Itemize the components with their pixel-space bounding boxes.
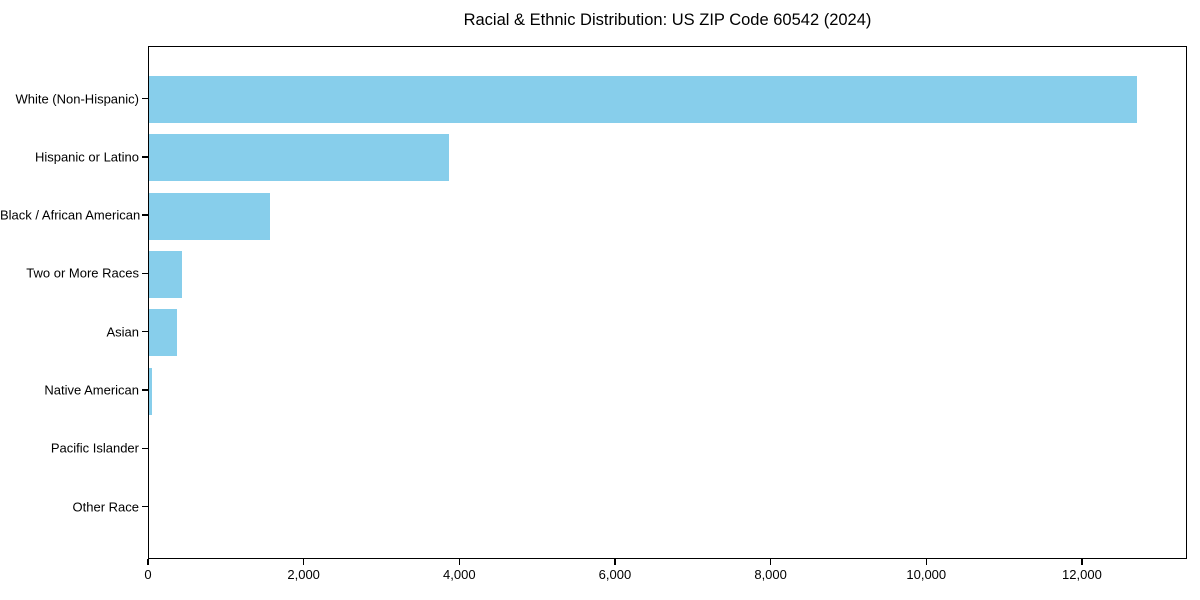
y-axis-tick <box>142 389 148 391</box>
chart-title: Racial & Ethnic Distribution: US ZIP Cod… <box>463 11 872 29</box>
bar <box>149 250 182 298</box>
x-axis-tick <box>925 559 928 565</box>
y-axis-tick <box>142 97 148 100</box>
y-axis-tick <box>142 156 148 158</box>
x-axis-tick-label: 0 <box>144 567 152 582</box>
bar <box>149 134 449 182</box>
y-axis-tick <box>142 330 148 333</box>
y-axis-category-label: Two or More Races <box>26 265 139 281</box>
x-axis-tick <box>147 559 149 565</box>
x-axis-tick-label: 6,000 <box>598 567 632 582</box>
y-axis-category-label: White (Non-Hispanic) <box>15 91 139 106</box>
y-axis-category-label: Pacific Islander <box>50 440 139 456</box>
y-axis-category-label: Other Race <box>72 499 139 515</box>
bar <box>149 367 152 415</box>
y-axis-category-label: Hispanic or Latino <box>34 149 139 165</box>
x-axis-tick-label: 2,000 <box>287 567 320 582</box>
y-axis-tick <box>142 505 148 508</box>
x-axis-tick-label: 4,000 <box>443 567 476 582</box>
plot-area <box>148 46 1187 559</box>
y-axis-category-label: Asian <box>106 324 139 340</box>
x-axis-tick-label: 8,000 <box>754 567 787 582</box>
y-axis-category-label: Native American <box>44 382 139 398</box>
x-axis-tick <box>614 559 616 565</box>
x-axis-tick-label: 12,000 <box>1062 567 1102 582</box>
y-axis-tick <box>142 272 148 275</box>
bar <box>149 309 178 357</box>
y-axis-category-label: Black / African American <box>0 207 141 223</box>
bar <box>149 192 271 240</box>
y-axis-tick <box>142 214 148 216</box>
x-axis-tick <box>1081 559 1083 565</box>
x-axis-tick <box>458 559 461 565</box>
x-axis-tick <box>769 559 772 565</box>
bar <box>149 76 1138 123</box>
y-axis-tick <box>142 447 148 450</box>
x-axis-tick-label: 10,000 <box>906 567 947 582</box>
x-axis-tick <box>302 559 305 565</box>
